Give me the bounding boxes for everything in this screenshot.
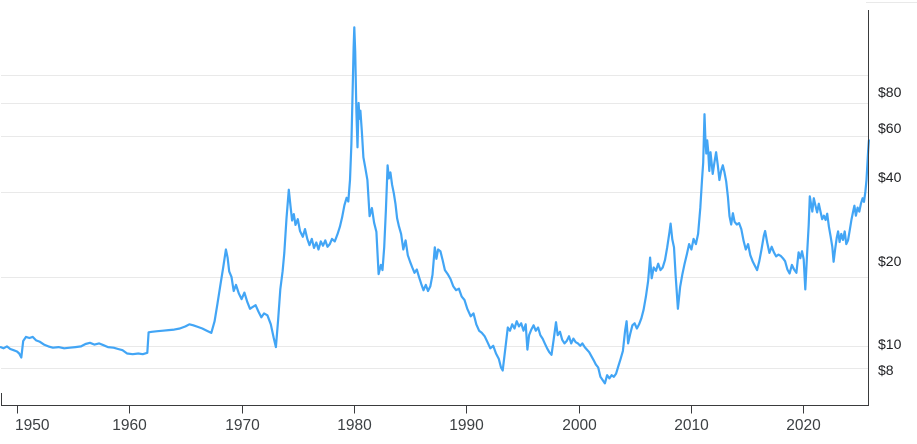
x-axis-label: 1970 [225,417,260,434]
y-axis-label: $20 [878,253,902,269]
x-axis-label: 1980 [337,417,372,434]
y-axis-label: $60 [878,120,902,136]
x-axis-label: 2010 [674,417,709,434]
y-axis-label: $10 [878,336,902,352]
y-axis-label: $8 [878,362,894,378]
y-axis-label: $80 [878,84,902,100]
x-axis-label: 1950 [15,417,50,434]
x-axis-label: 1960 [112,417,147,434]
x-axis-label: 2020 [786,417,821,434]
price-line [0,26,871,385]
x-axis-label: 2000 [562,417,597,434]
y-axis-label: $40 [878,169,902,185]
x-axis-label: 1990 [449,417,484,434]
